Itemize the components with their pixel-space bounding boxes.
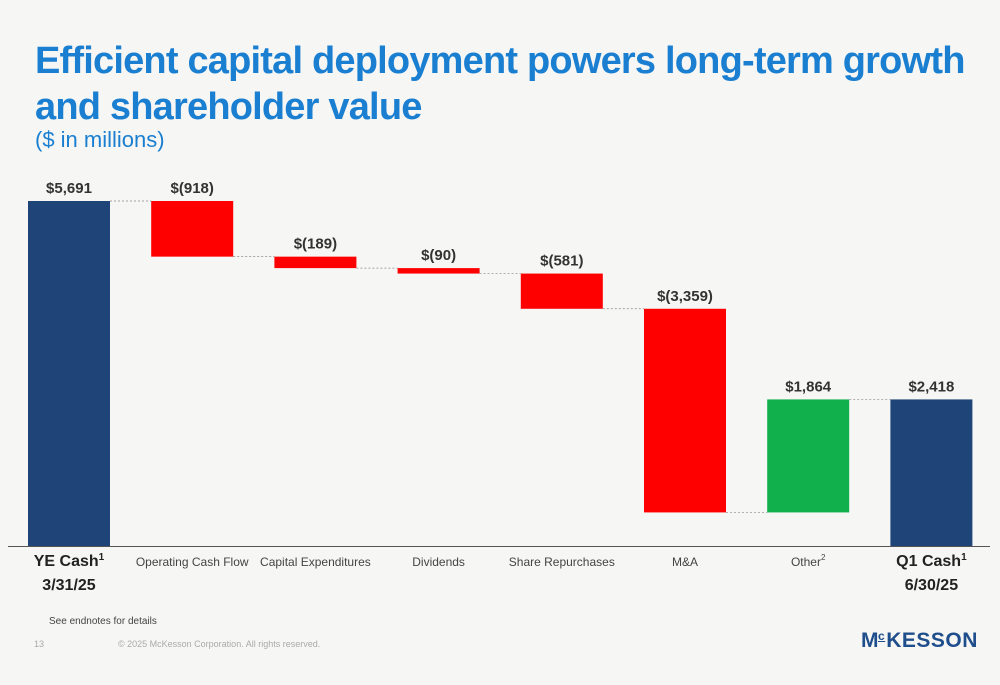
page-title: Efficient capital deployment powers long…	[35, 40, 965, 128]
category-sublabel: 6/30/25	[905, 577, 958, 594]
data-label: $1,864	[785, 378, 832, 395]
category-label: Capital Expenditures	[260, 555, 371, 569]
data-label: $(189)	[294, 236, 337, 253]
copyright-notice: © 2025 McKesson Corporation. All rights …	[118, 639, 321, 649]
data-label: $(3,359)	[657, 288, 713, 305]
bar-other	[767, 399, 850, 513]
bar-ye-cash	[28, 201, 110, 546]
category-label: M&A	[672, 555, 698, 569]
data-label: $(90)	[421, 247, 456, 264]
page-number: 13	[34, 639, 45, 649]
category-label: YE Cash1	[34, 552, 105, 570]
chart-subtitle: ($ in millions)	[35, 127, 165, 152]
waterfall-chart: $5,691 YE Cash1 3/31/25 $(918) Operating Cas…	[8, 180, 990, 594]
bar-m-a	[644, 308, 726, 513]
category-label: Other2	[791, 553, 826, 569]
category-label: Operating Cash Flow	[136, 555, 249, 569]
bar-share-repurchases	[520, 273, 603, 309]
category-sublabel: 3/31/25	[42, 577, 95, 594]
data-label: $2,418	[908, 378, 954, 395]
category-label: Q1 Cash1	[896, 552, 967, 570]
category-label: Dividends	[412, 555, 465, 569]
bar-operating-cash-flow	[151, 201, 234, 257]
bar-capital-expenditures	[274, 256, 357, 269]
data-label: $(918)	[171, 180, 214, 197]
bar-q1-cash	[890, 399, 973, 546]
data-label: $5,691	[46, 180, 92, 197]
mckesson-logo: McKESSON	[861, 629, 978, 652]
data-label: $(581)	[540, 253, 583, 270]
endnote: See endnotes for details	[49, 616, 157, 627]
category-label: Share Repurchases	[509, 555, 615, 569]
bar-dividends	[397, 268, 480, 274]
